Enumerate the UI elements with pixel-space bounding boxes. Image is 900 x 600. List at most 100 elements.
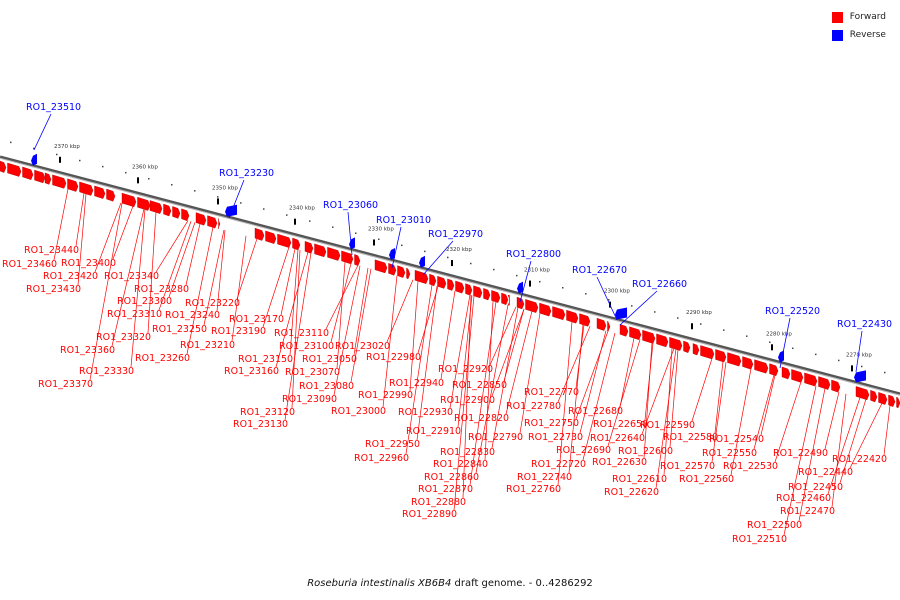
forward-gene bbox=[579, 313, 591, 327]
forward-gene-label: RO1_22540 bbox=[709, 434, 764, 445]
forward-gene bbox=[447, 278, 455, 291]
reverse-gene bbox=[225, 204, 237, 217]
forward-gene bbox=[629, 326, 642, 341]
forward-gene-label: RO1_22880 bbox=[411, 497, 466, 508]
scale-tick-label: 2360 kbp bbox=[132, 164, 158, 170]
forward-label-leader bbox=[831, 393, 847, 508]
forward-label-leader bbox=[619, 337, 635, 408]
forward-gene-label: RO1_22620 bbox=[604, 487, 659, 498]
forward-gene bbox=[483, 288, 491, 301]
caption-rest: draft genome. - 0..4286292 bbox=[451, 578, 593, 589]
scale-tick-label: 2270 kbp bbox=[846, 352, 872, 358]
forward-gene bbox=[596, 317, 607, 331]
scale-tick bbox=[529, 280, 531, 287]
reverse-gene-label: RO1_22520 bbox=[765, 306, 820, 317]
forward-label-leader bbox=[275, 252, 309, 368]
scale-dot bbox=[309, 220, 311, 222]
reverse-gene bbox=[615, 307, 627, 320]
forward-gene-label: RO1_22490 bbox=[773, 448, 828, 459]
forward-gene-label: RO1_22530 bbox=[723, 461, 778, 472]
reverse-label-leader bbox=[33, 113, 52, 151]
forward-label-leader bbox=[491, 307, 519, 449]
forward-label-leader bbox=[484, 300, 494, 461]
forward-gene-label: RO1_23130 bbox=[233, 419, 288, 430]
forward-gene-label: RO1_22780 bbox=[506, 401, 561, 412]
forward-gene bbox=[437, 275, 447, 289]
scale-dot bbox=[769, 341, 771, 344]
scale-dot bbox=[217, 196, 219, 198]
forward-gene-label: RO1_23210 bbox=[180, 340, 235, 351]
reverse-label-leader bbox=[347, 211, 353, 256]
forward-gene bbox=[388, 263, 397, 276]
forward-gene-label: RO1_22830 bbox=[440, 447, 495, 458]
forward-label-leader bbox=[663, 347, 673, 476]
forward-gene-labels: RO1_23440 RO1_23460 RO1_23400 RO1_23420 RO1_… bbox=[2, 188, 891, 545]
forward-gene-label: RO1_22450 bbox=[788, 482, 843, 493]
reverse-label-leader bbox=[228, 179, 245, 219]
forward-label-leader bbox=[336, 261, 346, 369]
scale-tick bbox=[451, 260, 453, 267]
forward-gene bbox=[870, 389, 878, 403]
reverse-gene-label: RO1_23230 bbox=[219, 168, 274, 179]
forward-gene-label: RO1_23420 bbox=[43, 271, 98, 282]
forward-gene-label: RO1_23000 bbox=[331, 406, 386, 417]
forward-gene-label: RO1_22750 bbox=[524, 418, 579, 429]
reverse-gene-label: RO1_22430 bbox=[837, 319, 892, 330]
forward-gene-label: RO1_22840 bbox=[433, 459, 488, 470]
scale-tick bbox=[373, 239, 375, 246]
forward-gene-label: RO1_22820 bbox=[454, 413, 509, 424]
forward-label-leader bbox=[89, 203, 123, 381]
forward-gene bbox=[304, 241, 314, 254]
forward-gene bbox=[473, 285, 483, 299]
forward-gene-label: RO1_22910 bbox=[406, 426, 461, 437]
forward-gene-label: RO1_22650 bbox=[593, 419, 648, 430]
forward-gene bbox=[277, 233, 292, 248]
scale-ticks: 2370 kbp 2360 kbp 2350 kbp 2340 kbp 2330 kbp… bbox=[10, 141, 886, 374]
forward-gene-label: RO1_23250 bbox=[152, 324, 207, 335]
forward-gene-label: RO1_22770 bbox=[524, 387, 579, 398]
forward-gene bbox=[254, 227, 265, 241]
reverse-gene bbox=[854, 370, 866, 383]
forward-label-leader bbox=[607, 339, 641, 447]
forward-gene-label: RO1_23360 bbox=[60, 345, 115, 356]
forward-label-leader bbox=[568, 324, 584, 474]
forward-gene bbox=[414, 270, 429, 284]
scale-dot bbox=[79, 159, 81, 162]
forward-label-leader bbox=[655, 348, 677, 489]
scale-dot bbox=[539, 280, 541, 283]
reverse-gene bbox=[778, 350, 784, 363]
reverse-gene bbox=[349, 237, 355, 250]
forward-gene-label: RO1_22760 bbox=[506, 484, 561, 495]
scale-dot bbox=[608, 299, 610, 301]
forward-label-leader bbox=[491, 308, 525, 397]
forward-gene bbox=[163, 203, 172, 217]
forward-label-leader bbox=[112, 205, 134, 260]
reverse-gene-label: RO1_23510 bbox=[26, 102, 81, 113]
forward-gene bbox=[781, 366, 791, 380]
forward-label-leader bbox=[440, 290, 456, 380]
forward-gene bbox=[656, 333, 669, 348]
forward-label-leader bbox=[783, 385, 817, 536]
forward-gene-label: RO1_23320 bbox=[96, 332, 151, 343]
forward-gene-label: RO1_23120 bbox=[240, 407, 295, 418]
forward-gene-label: RO1_22960 bbox=[354, 453, 409, 464]
forward-label-leader bbox=[449, 294, 471, 409]
scale-dot bbox=[332, 226, 334, 228]
forward-label-leader bbox=[475, 304, 509, 474]
forward-gene bbox=[831, 379, 841, 393]
forward-gene bbox=[669, 337, 683, 351]
reverse-gene-label: RO1_23010 bbox=[376, 215, 431, 226]
scale-dot bbox=[516, 274, 518, 277]
reverse-gene-label: RO1_22660 bbox=[632, 279, 687, 290]
forward-gene bbox=[265, 230, 277, 244]
forward-gene-label: RO1_23310 bbox=[107, 309, 162, 320]
forward-gene-label: RO1_23070 bbox=[285, 367, 340, 378]
forward-gene-label: RO1_22440 bbox=[798, 467, 853, 478]
scale-dot bbox=[10, 141, 12, 144]
scale-dot bbox=[838, 359, 840, 362]
forward-gene-label: RO1_22930 bbox=[398, 407, 453, 418]
forward-gene-label: RO1_23370 bbox=[38, 379, 93, 390]
scale-dot bbox=[424, 250, 426, 253]
forward-gene bbox=[742, 356, 754, 370]
forward-label-leader bbox=[462, 295, 472, 499]
